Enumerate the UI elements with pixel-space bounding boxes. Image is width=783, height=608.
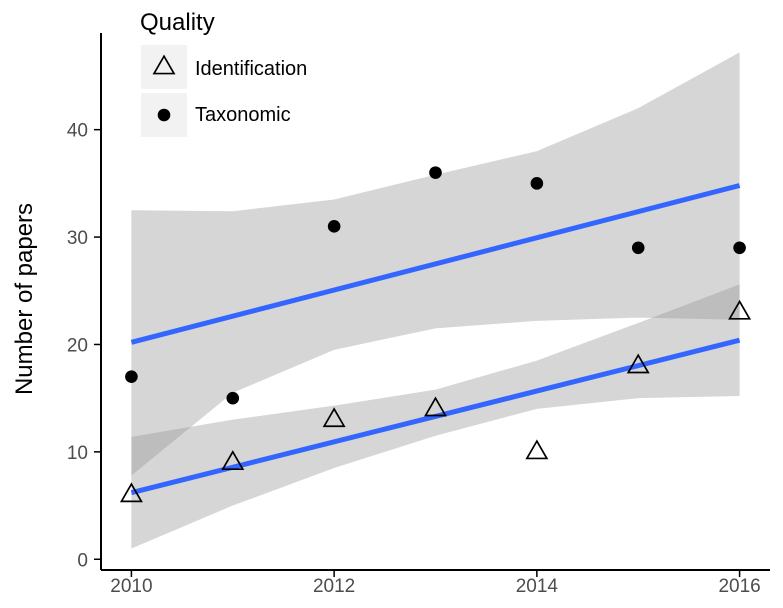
- y-axis-tick-label-20: 20: [67, 335, 88, 356]
- data-point-taxonomic: [631, 241, 645, 255]
- x-axis-tick-label-2016: 2016: [718, 576, 760, 597]
- data-point-identification: [322, 407, 346, 428]
- data-point-identification: [424, 396, 447, 417]
- data-point-taxonomic: [733, 241, 746, 255]
- x-axis-tick-label-2010: 2010: [110, 576, 152, 597]
- legend-key-taxonomic-icon: [157, 108, 171, 122]
- triangle-icon: [152, 54, 176, 75]
- data-point-taxonomic: [429, 166, 442, 179]
- legend-label-taxonomic: Taxonomic: [195, 104, 291, 126]
- confidence-bands-layer: [131, 52, 740, 549]
- trend-lines-layer: [130, 183, 741, 496]
- data-point-identification: [525, 439, 549, 460]
- trend-line-identification: [130, 337, 741, 496]
- data-point-taxonomic: [125, 370, 138, 383]
- circle-icon: [157, 108, 171, 122]
- data-point-identification: [728, 299, 752, 320]
- data-point-taxonomic: [226, 391, 240, 405]
- data-point-taxonomic: [530, 177, 544, 190]
- legend-key-identification-icon: [152, 54, 176, 75]
- legend: Quality Identification Taxonomic: [140, 9, 307, 137]
- data-point-identification: [119, 482, 143, 503]
- y-axis-title: Number of papers: [11, 203, 38, 395]
- y-axis-tick-label-10: 10: [67, 443, 88, 464]
- data-point-identification: [221, 450, 245, 471]
- y-axis-tick-label-0: 0: [77, 550, 88, 571]
- y-axis-tick-label-40: 40: [67, 121, 88, 142]
- x-axis-tick-label-2012: 2012: [313, 576, 355, 597]
- legend-label-identification: Identification: [195, 58, 307, 80]
- trend-line-taxonomic: [130, 183, 741, 345]
- axis-ticks-layer: 2010 2012 2014 2016 0 10 20 30 40: [67, 121, 761, 597]
- data-point-taxonomic: [327, 220, 341, 233]
- y-axis-tick-label-30: 30: [67, 228, 88, 249]
- legend-title: Quality: [140, 9, 215, 36]
- points-layer: [119, 166, 752, 503]
- legend-key-identification-bg: [141, 45, 187, 89]
- data-point-identification: [626, 353, 650, 374]
- x-axis-tick-label-2014: 2014: [516, 576, 559, 597]
